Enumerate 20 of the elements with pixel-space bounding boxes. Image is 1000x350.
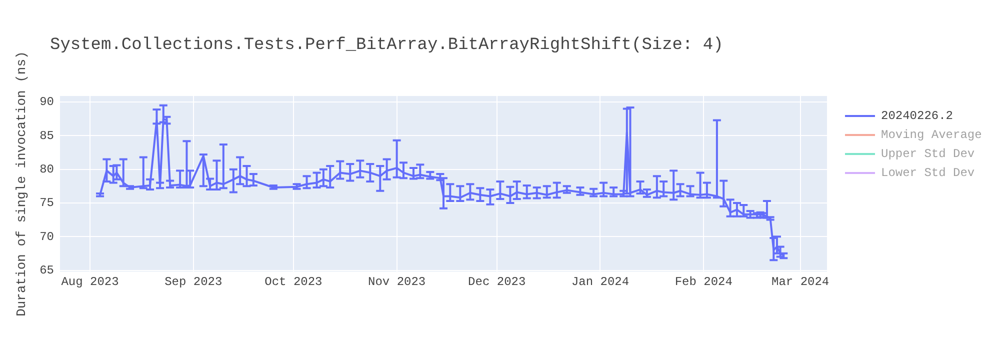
x-tick-label: Aug 2023 (61, 274, 119, 289)
y-tick-label: 80 (40, 162, 54, 177)
legend-label: Upper Std Dev (881, 146, 975, 160)
y-tick-label: 75 (40, 196, 54, 210)
x-tick-label: Feb 2024 (674, 274, 732, 289)
legend-label: 20240226.2 (881, 108, 954, 122)
x-tick-label: Jan 2024 (571, 274, 630, 289)
y-tick-label: 65 (40, 263, 54, 278)
chart-title: System.Collections.Tests.Perf_BitArray.BitArrayRightShift(Size: 4) (50, 36, 724, 55)
x-tick-label: Dec 2023 (468, 274, 526, 289)
legend-label: Lower Std Dev (881, 166, 975, 180)
legend-label: Moving Average (881, 128, 982, 142)
x-tick-label: Oct 2023 (264, 274, 322, 289)
x-tick-label: Mar 2024 (772, 274, 830, 289)
y-tick-label: 90 (40, 95, 54, 110)
x-tick-label: Nov 2023 (368, 274, 426, 289)
y-tick-label: 85 (40, 128, 54, 143)
y-axis-title: Duration of single invocation (ns) (14, 51, 30, 316)
x-tick-label: Sep 2023 (164, 274, 222, 289)
y-tick-label: 70 (40, 230, 54, 244)
